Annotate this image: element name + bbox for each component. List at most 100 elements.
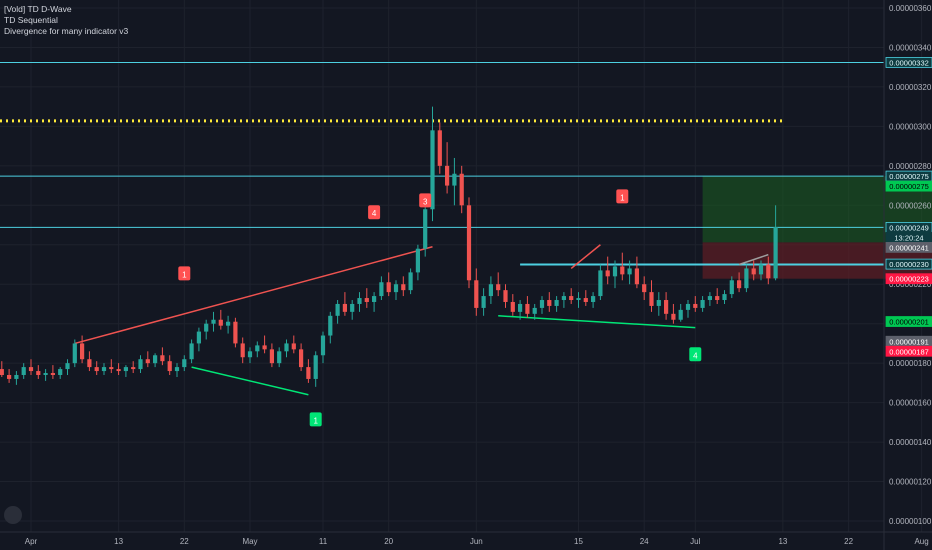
wave-marker <box>309 412 322 427</box>
candle-body <box>21 367 26 375</box>
x-tick-label: May <box>242 537 257 546</box>
candle-body <box>379 282 384 297</box>
candle-body <box>415 248 420 273</box>
candle-body <box>80 343 85 360</box>
candle-body <box>525 303 530 314</box>
price-label: 0.00000230 <box>889 260 929 269</box>
candle-body <box>58 369 63 375</box>
tradingview-logo-icon[interactable] <box>4 506 22 524</box>
legend-td-sequential[interactable]: TD Sequential <box>4 15 58 25</box>
candle-body <box>503 290 508 302</box>
price-label-box <box>885 57 932 68</box>
y-tick-label: 0.00000340 <box>889 43 932 52</box>
candle-body <box>7 374 12 379</box>
candle-body <box>744 268 749 289</box>
candle-body <box>196 331 201 344</box>
candle-body <box>510 301 515 312</box>
wave-marker-label: 4 <box>693 351 698 360</box>
candle-body <box>262 345 267 350</box>
candle-body <box>101 367 107 372</box>
candle-body <box>700 300 705 308</box>
y-tick-label: 0.00000280 <box>889 162 932 171</box>
price-label: 0.00000187 <box>889 347 929 356</box>
candle-body <box>393 284 399 293</box>
candle-body <box>87 359 92 368</box>
legend-td-dwave[interactable]: [Vold] TD D-Wave <box>4 4 72 14</box>
y-axis[interactable]: 0.00000100 0.00000120 0.00000140 0.00000160… <box>883 0 932 550</box>
candle-body <box>401 284 406 291</box>
x-tick-label: 11 <box>319 537 328 546</box>
price-label-box <box>885 316 932 327</box>
candle-body <box>496 284 501 291</box>
candle-body <box>72 343 77 364</box>
candle-body <box>649 292 654 306</box>
candle-body <box>722 294 727 301</box>
candle-body <box>233 321 238 344</box>
candle-body <box>116 369 121 372</box>
price-label: 0.00000201 <box>889 318 929 327</box>
candle-body <box>145 359 150 364</box>
candle-body <box>204 323 209 332</box>
y-tick-label: 0.00000220 <box>889 280 932 289</box>
candle-body <box>306 367 311 379</box>
y-tick-label: 0.00000300 <box>889 122 932 131</box>
candle-body <box>320 335 326 356</box>
price-label-box <box>885 180 932 192</box>
candle-body <box>518 303 523 312</box>
candle-body <box>284 343 289 352</box>
y-tick-label: 0.00000140 <box>889 438 932 447</box>
x-tick-label: 24 <box>640 537 649 546</box>
candle-body <box>693 303 698 308</box>
candle-body <box>488 284 493 297</box>
candle-body <box>671 313 676 320</box>
candle-body <box>532 307 537 314</box>
x-tick-label: Jul <box>690 537 700 546</box>
candle-body <box>766 264 771 279</box>
wave-marker <box>178 266 191 281</box>
candle-body <box>430 130 435 210</box>
y-tick-label: 0.00000100 <box>889 517 932 526</box>
candle-body <box>0 369 4 375</box>
wave-marker-label: 1 <box>313 416 318 425</box>
legend-divergence[interactable]: Divergence for many indicator v3 <box>4 26 129 36</box>
candle-body <box>481 296 486 308</box>
y-tick-label: 0.00000180 <box>889 359 932 368</box>
y-tick-label: 0.00000120 <box>889 478 932 487</box>
candle-body <box>247 351 253 358</box>
candle-body <box>591 296 596 302</box>
x-axis[interactable]: Apr1322May1120Jun1524Jul1322Aug1019Sep <box>0 531 932 546</box>
wave-marker-label: 4 <box>372 209 377 218</box>
candle-body <box>14 374 19 379</box>
wave-marker <box>419 193 432 208</box>
trend-line <box>498 315 696 329</box>
x-tick-label: 20 <box>384 537 393 546</box>
price-label-box <box>885 258 932 270</box>
wave-marker <box>616 189 629 204</box>
y-tick-label: 0.00000160 <box>889 399 932 408</box>
candle-body <box>627 268 632 275</box>
horizontal-lines <box>0 61 884 266</box>
wave-marker <box>689 347 702 362</box>
x-tick-label: 22 <box>180 537 189 546</box>
candle-body <box>65 363 70 370</box>
candle-body <box>50 373 55 375</box>
candle-body <box>28 367 34 372</box>
candle-body <box>569 296 574 301</box>
wave-markers: 1 4 3 1 1 4 <box>178 189 702 427</box>
candle-body <box>598 270 603 297</box>
candle-body <box>612 266 618 277</box>
candle-body <box>94 367 99 372</box>
candle-body <box>218 319 223 326</box>
candle-body <box>226 321 231 326</box>
wave-marker-label: 3 <box>423 197 428 206</box>
candle-body <box>554 300 559 306</box>
wave-marker <box>368 205 381 220</box>
candle-body <box>138 359 143 370</box>
x-tick-label: Apr <box>25 537 38 546</box>
candle-body <box>386 282 391 293</box>
candle-body <box>313 355 318 379</box>
candle-body <box>459 173 464 206</box>
candle-body <box>299 349 304 368</box>
candle-body <box>758 264 764 275</box>
